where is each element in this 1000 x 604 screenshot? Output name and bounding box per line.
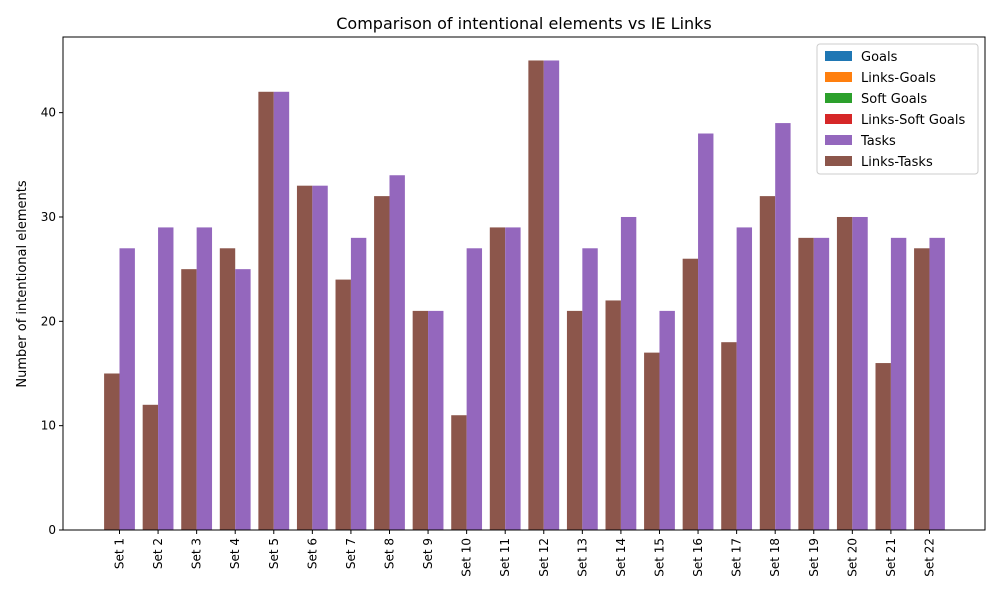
legend-swatch	[825, 93, 852, 103]
bar-links-tasks	[566, 310, 583, 530]
bar-tasks	[428, 310, 444, 530]
bar-tasks	[890, 237, 907, 530]
x-tick-label: Set 17	[730, 538, 744, 577]
chart-title: Comparison of intentional elements vs IE…	[336, 14, 712, 33]
x-tick-label: Set 6	[305, 538, 319, 569]
y-tick-label: 30	[41, 210, 56, 224]
bar-links-tasks	[451, 415, 467, 530]
bar-tasks	[350, 237, 367, 530]
bar-tasks	[466, 248, 483, 531]
y-tick-label: 20	[41, 314, 56, 328]
legend-label: Goals	[861, 50, 898, 65]
bar-links-tasks	[836, 216, 853, 530]
x-tick-label: Set 9	[421, 538, 435, 569]
legend-swatch	[825, 51, 852, 61]
x-tick-label: Set 8	[382, 538, 396, 569]
x-tick-label: Set 22	[922, 538, 936, 577]
legend-frame	[816, 43, 979, 175]
x-tick-label: Set 3	[190, 538, 204, 569]
bar-tasks	[929, 237, 945, 530]
x-tick-label: Set 19	[807, 538, 821, 577]
bar-links-tasks	[644, 352, 660, 530]
bar-tasks	[775, 123, 791, 530]
x-axis-ticks: Set 1 Set 2 Set 3 Set 4 Set 5 Set 6 Set 7 Set 8…	[113, 530, 936, 577]
x-tick-label: Set 20	[845, 538, 859, 577]
bar-tasks	[505, 227, 521, 531]
bar-links-tasks	[374, 196, 390, 531]
x-tick-label: Set 13	[575, 538, 589, 577]
legend-label: Links-Soft Goals	[861, 113, 965, 128]
bar-links-tasks	[181, 269, 197, 530]
bar-tasks	[852, 216, 868, 530]
legend: Goals Links-Goals Soft Goals Links-Soft Goa…	[816, 43, 979, 175]
legend-label: Tasks	[860, 134, 896, 149]
x-tick-label: Set 21	[884, 538, 898, 577]
legend-swatch	[825, 156, 852, 166]
bar-links-tasks	[335, 279, 351, 530]
legend-swatch	[825, 72, 852, 82]
x-tick-label: Set 11	[498, 538, 512, 577]
legend-swatch	[825, 114, 852, 124]
bar-tasks	[235, 269, 251, 530]
bar-links-tasks	[104, 373, 120, 530]
bar-tasks	[620, 216, 637, 530]
y-axis-ticks: 0 10 20 30 40	[41, 106, 63, 537]
bar-tasks	[582, 248, 598, 531]
bar-tasks	[196, 227, 213, 531]
x-tick-label: Set 18	[768, 538, 782, 577]
y-axis-label: Number of intentional elements	[15, 180, 30, 387]
bar-tasks	[659, 310, 675, 530]
y-tick-label: 0	[48, 523, 56, 537]
x-tick-label: Set 10	[460, 538, 474, 577]
legend-label: Links-Goals	[861, 71, 936, 86]
bar-tasks	[389, 175, 405, 531]
x-tick-label: Set 16	[691, 538, 705, 577]
y-tick-label: 40	[41, 106, 56, 120]
bar-tasks	[312, 185, 328, 530]
x-tick-label: Set 7	[344, 538, 358, 569]
bar-links-tasks	[258, 91, 274, 531]
bar-tasks	[698, 133, 714, 530]
x-tick-label: Set 2	[151, 538, 165, 569]
bar-links-tasks	[296, 185, 313, 530]
x-tick-label: Set 15	[652, 538, 666, 577]
bar-links-tasks	[605, 300, 621, 530]
x-tick-label: Set 1	[113, 538, 127, 569]
bar-links-tasks	[759, 196, 776, 531]
plot-frame	[62, 36, 986, 531]
bar-tasks	[273, 91, 290, 531]
y-tick-label: 10	[41, 419, 56, 433]
bar-tasks	[543, 60, 560, 530]
bar-links-tasks	[412, 310, 429, 530]
legend-label: Links-Tasks	[861, 155, 933, 170]
bar-tasks	[119, 248, 135, 531]
bar-links-tasks	[682, 258, 699, 530]
bars-group	[104, 60, 945, 531]
legend-label: Soft Goals	[861, 92, 927, 107]
bar-tasks	[158, 227, 174, 531]
x-tick-label: Set 14	[614, 538, 628, 577]
bar-links-tasks	[528, 60, 544, 530]
bar-links-tasks	[142, 404, 159, 530]
x-tick-label: Set 5	[267, 538, 281, 569]
bar-links-tasks	[219, 248, 236, 531]
bar-links-tasks	[489, 227, 506, 531]
x-tick-label: Set 12	[537, 538, 551, 577]
x-tick-label: Set 4	[228, 538, 242, 569]
bar-tasks	[813, 237, 830, 530]
bar-tasks	[736, 227, 753, 531]
legend-swatch	[825, 135, 852, 145]
bar-links-tasks	[721, 342, 737, 530]
bar-links-tasks	[875, 363, 891, 530]
bar-links-tasks	[914, 248, 930, 531]
bar-links-tasks	[798, 237, 814, 530]
